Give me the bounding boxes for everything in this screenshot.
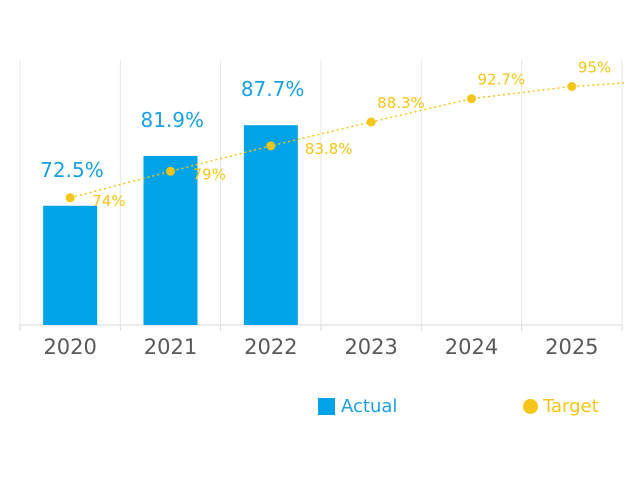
- x-tick-label-2020: 2020: [43, 335, 96, 359]
- target-line: [65, 82, 627, 203]
- bar-2022: [243, 125, 298, 325]
- chart-labels: 72.5% 81.9% 87.7% 74% 79% 83.8% 88.3% 92.7% 95%: [40, 59, 611, 210]
- legend-swatch-actual: [318, 397, 335, 415]
- target-point-2023: [366, 117, 376, 127]
- chart-grid: [19, 60, 623, 331]
- legend-label-actual: Actual: [341, 395, 398, 417]
- target-label-2022: 83.8%: [305, 140, 353, 158]
- target-point-2024: [467, 94, 476, 104]
- legend-item-target[interactable]: Target: [523, 394, 599, 418]
- x-tick-label-2025: 2025: [545, 335, 598, 359]
- bar-label-2021: 81.9%: [141, 108, 205, 132]
- target-point-2021: [166, 166, 175, 176]
- target-point-2022: [266, 141, 276, 151]
- bar-2020: [43, 205, 98, 325]
- bar-label-2020: 72.5%: [40, 158, 104, 182]
- legend-item-actual[interactable]: Actual: [318, 394, 397, 418]
- target-point-2025: [567, 82, 577, 91]
- x-axis-ticks: 2020 2021 2022 2023 2024 2025: [43, 335, 598, 359]
- legend-label-target: Target: [543, 395, 599, 417]
- target-label-2023: 88.3%: [377, 94, 425, 112]
- target-label-2024: 92.7%: [478, 71, 526, 89]
- target-label-2020: 74%: [92, 192, 125, 210]
- x-tick-label-2022: 2022: [244, 335, 297, 359]
- legend-swatch-target: [523, 398, 538, 414]
- x-tick-label-2024: 2024: [445, 335, 498, 359]
- bar-label-2022: 87.7%: [241, 77, 305, 101]
- actual-bars: [43, 125, 298, 325]
- target-point-2020: [65, 193, 75, 203]
- x-tick-label-2023: 2023: [344, 335, 397, 359]
- target-label-2025: 95%: [578, 59, 611, 77]
- x-tick-label-2021: 2021: [144, 335, 197, 359]
- bar-2021: [143, 155, 198, 325]
- target-label-2021: 79%: [193, 165, 226, 183]
